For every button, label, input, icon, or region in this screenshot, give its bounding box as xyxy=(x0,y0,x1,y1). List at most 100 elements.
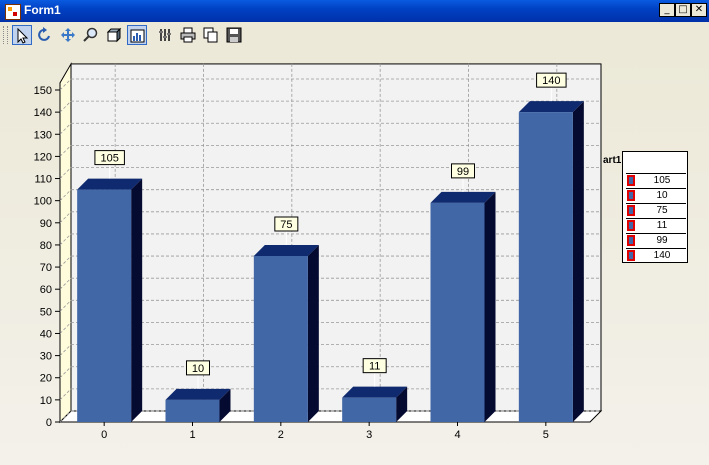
maximize-button[interactable]: □ xyxy=(675,3,691,17)
properties-icon xyxy=(159,29,171,41)
gridline-y-side xyxy=(59,410,72,423)
legend-value: 99 xyxy=(656,235,668,246)
legend-value: 11 xyxy=(656,220,668,231)
legend-value: 75 xyxy=(656,205,668,216)
gridline-y-side xyxy=(59,322,72,334)
save-button[interactable] xyxy=(224,25,244,45)
y-tick-label: 100 xyxy=(34,196,52,208)
data-label: 105 xyxy=(100,153,118,165)
legend-swatch xyxy=(627,220,635,231)
gridline-y-side xyxy=(59,277,72,290)
gridline-y-side xyxy=(59,300,72,312)
bar-side xyxy=(396,386,408,422)
gridline-y-side xyxy=(59,167,72,179)
y-tick-label: 130 xyxy=(34,129,52,141)
gridline-y-side xyxy=(59,122,72,135)
x-tick-label: 4 xyxy=(454,429,460,441)
bar-top xyxy=(253,245,319,256)
data-label: 10 xyxy=(192,363,204,375)
rotate-icon xyxy=(38,27,50,41)
gridline-y-side xyxy=(59,78,72,91)
legend: 105 10 75 11 99 140 xyxy=(622,151,688,263)
legend-swatch xyxy=(627,250,635,261)
copy-button[interactable] xyxy=(201,25,221,45)
legend-item: 10 xyxy=(626,188,686,203)
chart-panel[interactable]: 0 10 20 30 40 50 60 70 80 90 100 110 120 130 140 150 0 10… xyxy=(0,48,709,465)
bar-0 xyxy=(77,189,132,422)
3d-button[interactable] xyxy=(104,25,124,45)
bar-side xyxy=(484,191,496,422)
x-tick-label: 5 xyxy=(543,429,549,441)
zoom-button[interactable] xyxy=(81,25,101,45)
x-tick-label: 1 xyxy=(189,429,195,441)
data-label-box xyxy=(274,216,299,232)
legend-value: 105 xyxy=(653,175,671,186)
legend-swatch xyxy=(627,175,635,186)
close-button[interactable]: ✕ xyxy=(691,3,707,17)
properties-button[interactable] xyxy=(155,25,175,45)
y-tick-label: 140 xyxy=(34,107,52,119)
pointer-button[interactable] xyxy=(12,25,32,45)
bar-3 xyxy=(342,397,397,422)
chart-editor-button[interactable] xyxy=(127,25,147,45)
chart-toolbar xyxy=(0,22,709,49)
gridline-y-side xyxy=(59,100,72,113)
gridline-y-side xyxy=(59,344,72,356)
bar-side xyxy=(572,101,584,422)
print-button[interactable] xyxy=(178,25,198,45)
x-tick-label: 3 xyxy=(366,429,372,441)
title-bar[interactable]: Form1 _ □ ✕ xyxy=(0,0,709,22)
data-label: 11 xyxy=(369,361,380,373)
gridline-y-side xyxy=(59,255,72,268)
bar-chart[interactable]: 0102030405060708090100110120130140150010… xyxy=(0,48,709,465)
bar-top xyxy=(77,178,143,190)
print-icon xyxy=(180,27,196,43)
chart-back-wall xyxy=(70,63,602,412)
legend-item: 75 xyxy=(626,203,686,218)
save-icon xyxy=(226,27,242,43)
data-label-box xyxy=(94,150,125,166)
data-label-box xyxy=(186,360,210,376)
legend-item: 140 xyxy=(626,248,686,263)
y-tick-label: 30 xyxy=(40,351,52,363)
3d-icon xyxy=(106,27,122,43)
y-tick-label: 110 xyxy=(34,174,52,186)
copy-icon xyxy=(203,27,218,43)
data-label-box xyxy=(451,163,475,179)
move-button[interactable] xyxy=(58,25,78,45)
y-tick-label: 120 xyxy=(34,151,52,163)
move-icon xyxy=(61,28,75,42)
chart-editor-icon xyxy=(130,29,145,43)
app-icon xyxy=(5,4,21,20)
y-tick-label: 20 xyxy=(40,373,52,385)
toolbar-grip[interactable] xyxy=(3,26,8,44)
bar-5 xyxy=(518,112,573,422)
gridline-y-side xyxy=(59,388,72,401)
x-tick-label: 2 xyxy=(278,429,284,441)
window-title: Form1 xyxy=(24,3,61,17)
pointer-icon xyxy=(17,28,29,44)
data-label-box xyxy=(536,72,567,88)
data-label: 140 xyxy=(542,75,560,87)
rotate-button[interactable] xyxy=(35,25,55,45)
legend-swatch xyxy=(627,235,635,246)
minimize-button[interactable]: _ xyxy=(659,3,675,17)
bar-2 xyxy=(253,256,308,422)
zoom-icon xyxy=(83,27,98,42)
gridline-y-side xyxy=(59,233,72,246)
maximize-icon: □ xyxy=(678,4,688,15)
y-tick-label: 90 xyxy=(40,218,52,230)
bar-1 xyxy=(165,399,220,422)
y-tick-label: 70 xyxy=(40,262,52,274)
bar-top xyxy=(518,101,584,113)
minimize-icon: _ xyxy=(664,4,670,15)
gridline-y-side xyxy=(59,145,72,157)
y-tick-label: 60 xyxy=(40,284,52,296)
bar-top xyxy=(430,191,496,203)
data-label: 75 xyxy=(280,219,292,231)
legend-item: 11 xyxy=(626,218,686,233)
legend-swatch xyxy=(627,205,635,216)
legend-item: 105 xyxy=(626,173,686,188)
close-icon: ✕ xyxy=(694,4,704,15)
gridline-y-side xyxy=(59,211,72,224)
